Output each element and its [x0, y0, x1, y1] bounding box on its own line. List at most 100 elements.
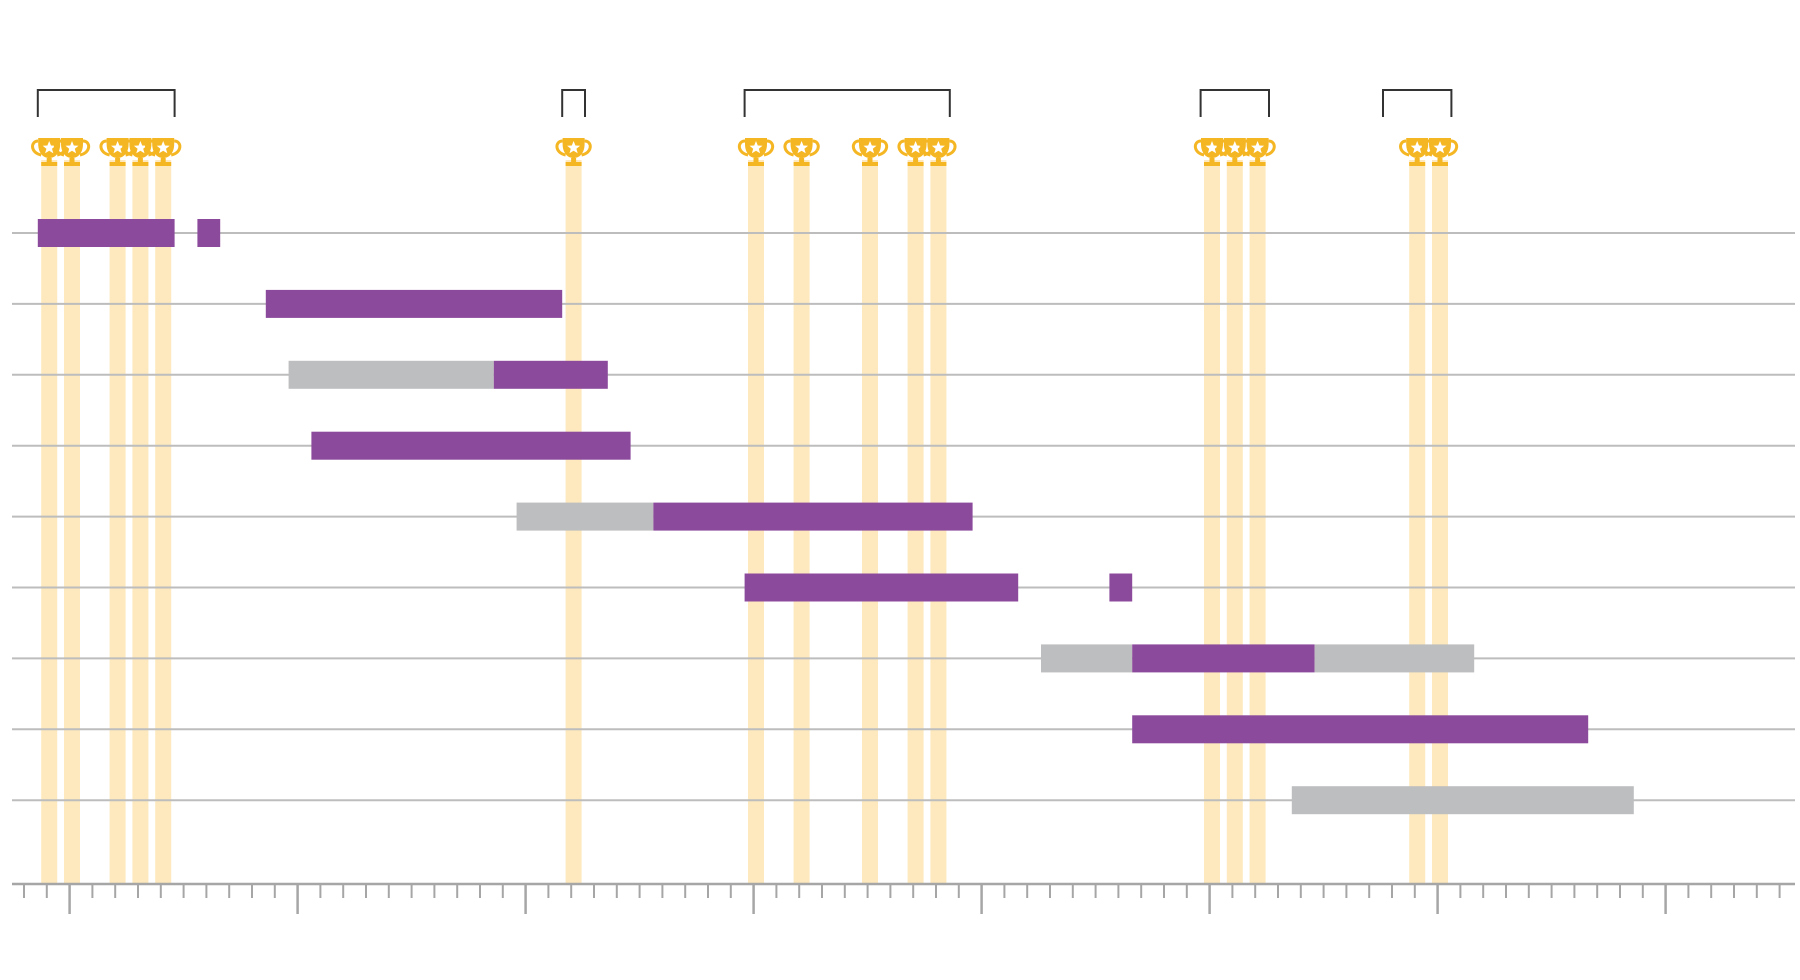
- trophy-base: [565, 162, 582, 166]
- trophy-bracket: [36, 89, 176, 117]
- trophy-stem: [935, 158, 941, 163]
- trophy-stem: [913, 158, 919, 163]
- bar-segment-purple: [37, 219, 175, 247]
- trophy-base: [64, 162, 80, 166]
- trophy-band: [1432, 160, 1448, 884]
- trophy-handle-left: [783, 139, 795, 157]
- x-axis: [12, 882, 1795, 914]
- trophy-band: [132, 160, 149, 884]
- trophy-band: [1409, 160, 1426, 884]
- trophy-star: [931, 141, 945, 154]
- bar-segments: [37, 219, 1634, 815]
- trophy-star: [156, 141, 170, 154]
- trophy-band: [1204, 160, 1220, 884]
- trophy-base: [793, 162, 810, 166]
- trophy-stem: [46, 158, 52, 163]
- trophy-bracket: [743, 89, 951, 117]
- bar-segment-gray: [288, 360, 494, 389]
- trophy-base: [132, 162, 149, 166]
- trophy-stem: [1255, 158, 1261, 163]
- trophy-handle-left: [99, 139, 111, 157]
- trophy-handle-right: [581, 139, 592, 157]
- trophy-star: [133, 141, 147, 154]
- trophy-handle-left: [1193, 139, 1205, 157]
- trophy-bracket: [561, 89, 586, 117]
- trophy-handle-right: [945, 139, 957, 157]
- trophy-stem: [867, 158, 873, 163]
- trophy-handle-left: [1421, 139, 1433, 157]
- trophy-icon: [1421, 138, 1459, 166]
- trophy-base: [41, 162, 58, 166]
- trophy-handle-right: [763, 139, 775, 157]
- trophy-band: [155, 160, 172, 884]
- trophy-band: [1249, 160, 1266, 884]
- trophy-stem: [799, 158, 805, 163]
- trophy-base: [1249, 162, 1266, 166]
- bar-segment-gray: [1314, 644, 1475, 673]
- trophy-icon: [555, 138, 592, 166]
- trophy-star: [1228, 141, 1242, 154]
- trophy-band: [41, 160, 58, 884]
- trophy-base: [930, 162, 947, 166]
- trophy-handle-left: [53, 139, 65, 157]
- bar-segment-purple: [311, 431, 631, 460]
- trophy-handle-left: [737, 139, 749, 157]
- trophy-stem: [1437, 158, 1443, 163]
- trophy-stem: [69, 158, 75, 163]
- trophy-markers: [31, 138, 1459, 166]
- trophy-handle-left: [31, 139, 42, 157]
- trophy-star: [795, 141, 809, 154]
- trophy-star: [909, 141, 923, 154]
- trophy-star: [567, 141, 581, 154]
- bar-segment-gray: [1291, 786, 1634, 815]
- trophy-handle-left: [555, 139, 567, 157]
- trophy-icon: [1239, 138, 1276, 166]
- trophy-handle-left: [1239, 139, 1251, 157]
- trophy-band: [64, 160, 80, 884]
- trophy-icon: [851, 138, 889, 166]
- trophy-star: [1205, 141, 1219, 154]
- trophy-bracket: [1199, 89, 1270, 117]
- bar-segment-gray: [1041, 644, 1133, 673]
- trophy-handle-right: [170, 139, 182, 157]
- trophy-stem: [571, 158, 577, 163]
- trophy-stem: [1209, 158, 1215, 163]
- trophy-base: [109, 162, 126, 166]
- bar-segment-purple: [1132, 644, 1315, 673]
- bar-segment-purple: [744, 573, 1019, 602]
- trophy-star: [65, 141, 79, 154]
- trophy-base: [1432, 162, 1448, 166]
- trophy-handle-left: [1216, 139, 1228, 157]
- trophy-icon: [145, 138, 182, 166]
- trophy-stem: [160, 158, 166, 163]
- bar-segment-purple: [197, 219, 221, 247]
- trophy-handle-left: [920, 139, 931, 157]
- trophy-handle-right: [1447, 139, 1459, 157]
- trophy-band: [1226, 160, 1243, 884]
- bar-segment-purple: [1132, 715, 1589, 744]
- trophy-icon: [737, 138, 775, 166]
- bar-segment-gray: [516, 502, 654, 531]
- trophy-icon: [783, 138, 820, 166]
- trophy-star: [1251, 141, 1265, 154]
- trophy-base: [1226, 162, 1243, 166]
- trophy-handle-left: [1399, 139, 1410, 157]
- trophy-stem: [1414, 158, 1420, 163]
- trophy-star: [863, 141, 877, 154]
- trophy-handle-left: [122, 139, 133, 157]
- trophy-handle-right: [877, 139, 889, 157]
- trophy-icon: [53, 138, 91, 166]
- bar-segment-purple: [493, 360, 608, 389]
- trophy-star: [111, 141, 125, 154]
- trophy-base: [862, 162, 878, 166]
- trophy-star: [1410, 141, 1424, 154]
- trophy-stem: [1232, 158, 1238, 163]
- trophy-icon: [920, 138, 957, 166]
- trophy-handle-right: [1265, 139, 1276, 157]
- trophy-stem: [115, 158, 121, 163]
- trophy-handle-right: [79, 139, 91, 157]
- trophy-base: [155, 162, 172, 166]
- trophy-stem: [753, 158, 759, 163]
- trophy-star: [749, 141, 763, 154]
